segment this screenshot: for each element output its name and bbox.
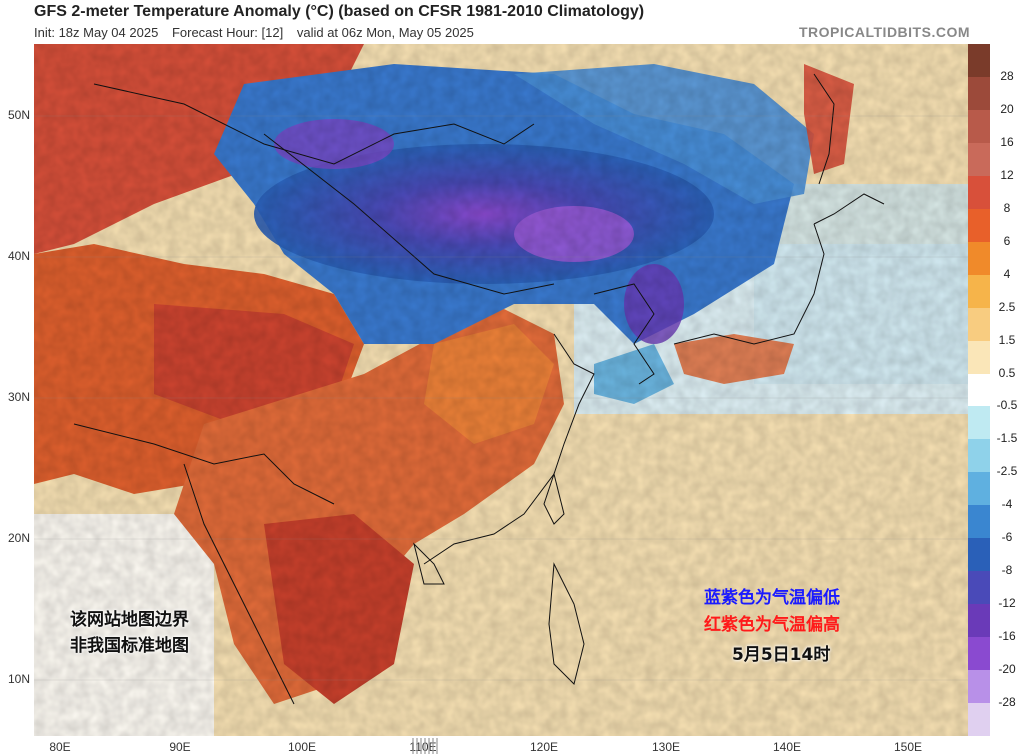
colorbar-tick-label: -6 (1001, 530, 1013, 545)
disclaimer-line-1: 该网站地图边界 (70, 610, 189, 630)
run-info: Init: 18z May 04 2025 Forecast Hour: [12… (34, 25, 484, 40)
colorbar-segment (968, 142, 990, 176)
valid-time: valid at 06z Mon, May 05 2025 (296, 25, 474, 40)
lat-label-30n: 30N (7, 390, 30, 404)
colorbar-tick-label: -28 (998, 695, 1016, 710)
map-canvas (34, 44, 968, 736)
legend-warm-note: 红紫色为气温偏高 (704, 615, 840, 635)
colorbar-segment (968, 505, 990, 539)
legend-cold-note: 蓝紫色为气温偏低 (704, 588, 840, 608)
lon-label-80e: 80E (49, 740, 71, 754)
colorbar-tick-label: 20 (1000, 101, 1014, 116)
colorbar-segment (968, 406, 990, 440)
colorbar-segment (968, 76, 990, 110)
map-title: GFS 2-meter Temperature Anomaly (°C) (ba… (34, 3, 645, 20)
lat-label-20n: 20N (7, 531, 30, 545)
colorbar-segment (968, 637, 990, 671)
colorbar-tick-label: 16 (1000, 134, 1014, 149)
lat-label-40n: 40N (7, 249, 30, 263)
colorbar-tick-label: -2.5 (996, 464, 1018, 479)
lon-label-150e: 150E (893, 740, 923, 754)
colorbar-tick-label: 28 (1000, 68, 1014, 83)
colorbar-segment (968, 439, 990, 473)
colorbar-tick-label: -8 (1001, 563, 1013, 578)
lon-label-90e: 90E (169, 740, 191, 754)
colorbar-segment (968, 109, 990, 143)
lon-label-120e: 120E (529, 740, 559, 754)
colorbar-tick-label: -4 (1001, 497, 1013, 512)
graticule (34, 115, 968, 681)
colorbar-tick-label: 12 (1000, 167, 1014, 182)
colorbar-segment (968, 175, 990, 209)
colorbar-segment (968, 604, 990, 638)
colorbar-segment (968, 472, 990, 506)
colorbar-tick-label: -0.5 (996, 398, 1018, 413)
colorbar-tick-label: 4 (1003, 266, 1011, 281)
colorbar-segment (968, 340, 990, 374)
colorbar-segment (968, 208, 990, 242)
coastlines (73, 73, 885, 705)
lat-label-10n: 10N (7, 672, 30, 686)
colorbar-segment (968, 241, 990, 275)
lon-label-140e: 140E (772, 740, 802, 754)
colorbar-tick-label: 0.5 (998, 365, 1016, 380)
colorbar-tick-label: 2.5 (998, 299, 1016, 314)
colorbar-tick-label: -12 (998, 596, 1016, 611)
colorbar-segment (968, 274, 990, 308)
colorbar-tick-label: -20 (998, 662, 1016, 677)
colorbar-segment (968, 307, 990, 341)
disclaimer-line-2: 非我国标准地图 (70, 636, 189, 656)
colorbar-tick-label: 8 (1003, 200, 1011, 215)
lon-label-100e: 100E (287, 740, 317, 754)
colorbar-segment (968, 703, 990, 737)
colorbar-segment (968, 373, 990, 407)
colorbar-segment (968, 670, 990, 704)
colorbar-tick-label: -1.5 (996, 431, 1018, 446)
source-logo-icon (412, 738, 440, 754)
forecast-hour: Forecast Hour: [12] (171, 25, 284, 40)
colorbar-tick-label: 6 (1003, 233, 1011, 248)
colorbar-segment (968, 44, 990, 77)
lat-label-50n: 50N (7, 108, 30, 122)
init-time: Init: 18z May 04 2025 (34, 25, 159, 40)
colorbar-segment (968, 538, 990, 572)
colorbar-segment (968, 571, 990, 605)
date-stamp: 5月5日14时 (732, 645, 831, 665)
colorbar-tick-label: 1.5 (998, 332, 1016, 347)
colorbar (968, 44, 990, 737)
brand-watermark: TROPICALTIDBITS.COM (798, 24, 970, 40)
lon-label-130e: 130E (651, 740, 681, 754)
anomaly-map (34, 44, 968, 736)
colorbar-tick-label: -16 (998, 629, 1016, 644)
